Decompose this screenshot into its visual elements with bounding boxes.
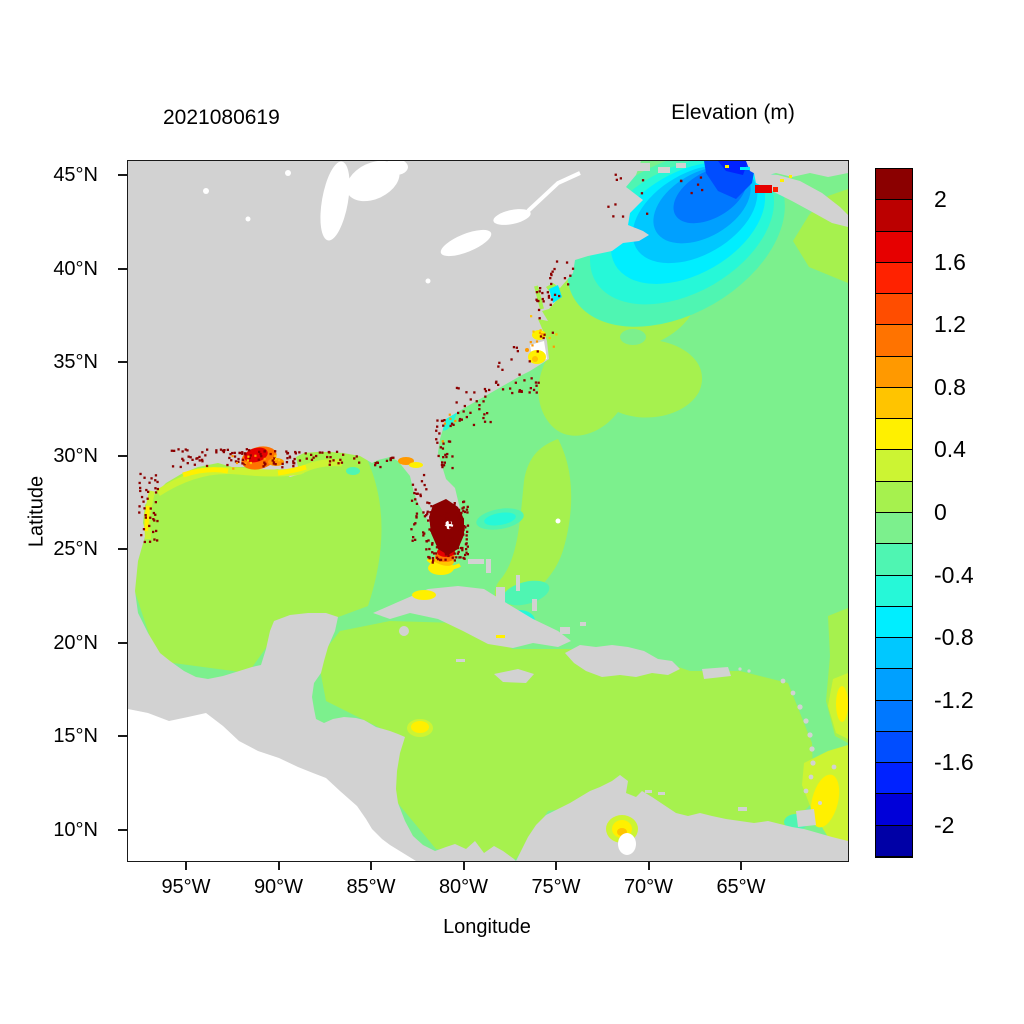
colorbar-cell <box>876 669 912 701</box>
x-tick-label: 80°W <box>438 876 489 898</box>
map-plot-area <box>127 160 849 862</box>
colorbar-tick-label: 1.2 <box>934 311 966 338</box>
y-tick-label: 25°N <box>53 538 98 560</box>
y-tick-label: 35°N <box>53 351 98 373</box>
colorbar-tick-label: 0.8 <box>934 373 966 400</box>
x-axis-title: Longitude <box>443 916 531 938</box>
colorbar-cell <box>876 419 912 451</box>
y-tick-label: 30°N <box>53 444 98 467</box>
y-tick-mark <box>118 828 127 831</box>
colorbar <box>875 168 913 858</box>
colorbar-cell <box>876 606 912 639</box>
colorbar-cell <box>876 356 912 388</box>
colorbar-cell <box>876 575 912 607</box>
land-north-america <box>128 161 848 861</box>
colorbar-tick-label: -0.8 <box>934 624 974 651</box>
colorbar-cell <box>876 169 912 201</box>
y-tick-mark <box>118 361 127 363</box>
colorbar-tick-label: -1.6 <box>934 749 974 776</box>
land-islands <box>373 559 837 827</box>
timestamp-title: 2021080619 <box>163 106 280 129</box>
colorbar-cell <box>876 731 912 764</box>
colorbar-tick-label: 1.6 <box>934 248 966 275</box>
y-tick-mark <box>118 454 127 457</box>
x-tick-mark <box>462 861 465 870</box>
x-tick-mark <box>277 861 280 870</box>
lake-maracaibo <box>618 833 636 855</box>
x-tick-label: 85°W <box>346 876 396 898</box>
colorbar-tick-label: -1.2 <box>934 686 974 713</box>
colorbar-cell <box>876 387 912 420</box>
x-tick-mark <box>185 861 187 870</box>
colorbar-cell <box>876 262 912 295</box>
colorbar-cell <box>876 481 912 513</box>
y-tick-label: 15°N <box>53 725 98 747</box>
colorbar-cell <box>876 638 912 670</box>
y-tick-label: 40°N <box>53 257 98 280</box>
colorbar-cell <box>876 325 912 357</box>
colorbar-cell <box>876 200 912 232</box>
x-tick-label: 95°W <box>161 876 211 898</box>
y-tick-mark <box>118 548 127 550</box>
colorbar-cell <box>876 513 912 545</box>
colorbar-cell <box>876 231 912 263</box>
map-canvas <box>128 161 848 861</box>
pacific-no-data <box>128 709 416 861</box>
colorbar-tick-label: 0.4 <box>934 436 966 463</box>
x-tick-mark <box>370 861 372 870</box>
y-tick-mark <box>118 267 127 270</box>
colorbar-title: Elevation (m) <box>671 101 795 124</box>
y-tick-label: 45°N <box>53 164 98 186</box>
x-tick-mark <box>740 861 742 870</box>
atlantic-negative-island <box>620 329 646 345</box>
great-lakes <box>203 161 581 524</box>
land-south-america <box>516 775 848 861</box>
y-tick-mark <box>118 641 127 644</box>
y-tick-mark <box>118 174 127 176</box>
colorbar-cell <box>876 700 912 732</box>
colorbar-cell <box>876 294 912 326</box>
x-tick-label: 90°W <box>253 876 304 898</box>
x-tick-mark <box>647 861 650 870</box>
y-tick-label: 20°N <box>53 631 98 654</box>
colorbar-cell <box>876 763 912 795</box>
x-tick-mark <box>555 861 557 870</box>
colorbar-cell <box>876 794 912 826</box>
y-tick-mark <box>118 735 127 737</box>
x-tick-label: 65°W <box>716 876 766 898</box>
gulf-coast-positive-bands <box>143 285 544 540</box>
colorbar-cell <box>876 825 912 857</box>
colorbar-cell <box>876 544 912 576</box>
coastal-surge-speckles <box>138 173 704 564</box>
x-tick-label: 70°W <box>623 876 674 898</box>
colorbar-tick-label: 2 <box>934 186 947 213</box>
colorbar-tick-label: -2 <box>934 811 955 838</box>
colorbar-tick-label: -0.4 <box>934 561 974 588</box>
gulf-caribbean-positive <box>128 429 814 859</box>
colorbar-tick-label: 0 <box>934 499 947 525</box>
x-tick-label: 75°W <box>531 876 581 898</box>
colorbar-cell <box>876 450 912 482</box>
nova-scotia-spots <box>725 165 792 193</box>
y-tick-label: 10°N <box>53 818 98 841</box>
